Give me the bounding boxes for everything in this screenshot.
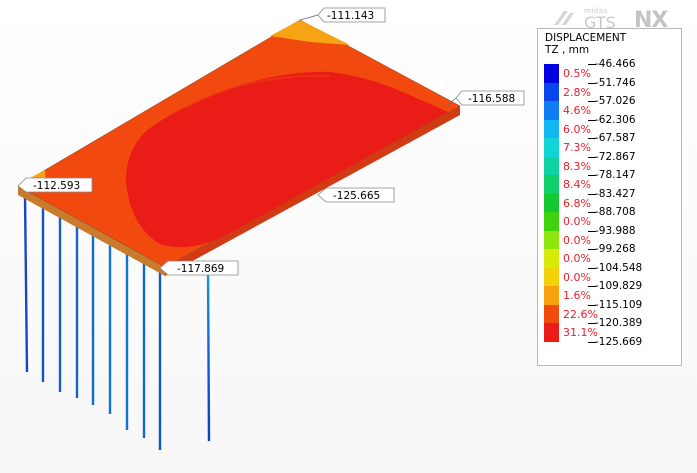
- legend-value: -93.988: [595, 224, 636, 237]
- callout-left: -112.593: [17, 177, 93, 193]
- legend-unit: TZ , mm: [545, 44, 590, 56]
- legend-percent: 8.3%: [563, 159, 591, 173]
- legend-percent: 2.8%: [563, 85, 591, 99]
- legend-percent: 8.4%: [563, 178, 591, 191]
- legend-swatch: [544, 101, 559, 120]
- pile-columns: [23, 138, 443, 450]
- callout-center-label: -125.665: [333, 190, 380, 202]
- legend-tick: [588, 138, 596, 139]
- midas-logo-icon: [554, 11, 574, 25]
- legend-tick: [588, 341, 596, 343]
- legend-percent: 0.0%: [563, 270, 591, 284]
- legend-value: -62.306: [595, 113, 636, 126]
- legend-tick: [588, 286, 596, 287]
- legend-swatch: [544, 267, 559, 286]
- watermark-product: GTS: [584, 13, 616, 32]
- legend-swatch: [544, 64, 559, 83]
- legend-tick: [588, 267, 596, 269]
- callout-bottom: -117.869: [159, 260, 239, 276]
- contour-legend: [537, 28, 682, 366]
- legend-swatch: [544, 138, 559, 157]
- legend-tick: [588, 119, 596, 121]
- callout-left-label: -112.593: [33, 180, 80, 192]
- legend-value: -88.708: [595, 206, 636, 218]
- legend-value: -109.829: [595, 280, 643, 292]
- legend-percent: 31.1%: [563, 326, 598, 339]
- foundation-slab: [17, 19, 461, 276]
- callout-center: -125.665: [317, 187, 395, 203]
- legend-percent: 0.0%: [563, 215, 591, 228]
- legend-tick: [588, 193, 596, 195]
- legend-swatch: [544, 193, 559, 212]
- legend-value: -78.147: [595, 169, 636, 181]
- callout-right-label: -116.588: [468, 93, 515, 105]
- legend-percent: 6.8%: [563, 196, 591, 210]
- legend-percent: 7.3%: [563, 141, 591, 154]
- legend-tick: [588, 64, 596, 65]
- legend-swatch: [544, 249, 559, 268]
- legend-percent: 0.0%: [563, 252, 591, 265]
- legend-value: -57.026: [595, 95, 636, 107]
- legend-swatch: [544, 212, 559, 231]
- legend-swatch: [544, 304, 559, 323]
- callout-top-label: -111.143: [327, 10, 374, 22]
- legend-tick: [588, 249, 596, 250]
- legend-value: -104.548: [595, 261, 643, 274]
- legend-value: -67.587: [595, 132, 636, 144]
- legend-swatch: [544, 230, 559, 249]
- legend-tick: [588, 101, 596, 102]
- watermark-small-text: midas: [584, 7, 608, 15]
- legend-value: -83.427: [595, 187, 636, 200]
- legend-tick: [588, 212, 596, 213]
- callout-top: -111.143: [299, 7, 386, 23]
- legend-percent: 1.6%: [563, 289, 591, 302]
- legend-value: -99.268: [595, 243, 636, 255]
- legend-tick: [588, 230, 596, 232]
- legend-value: -72.867: [595, 150, 636, 163]
- legend-swatch: [544, 119, 559, 138]
- legend-value: -46.466: [595, 58, 636, 70]
- legend-value: -120.389: [595, 317, 643, 329]
- legend-tick: [588, 175, 596, 176]
- legend-tick: [588, 304, 596, 306]
- legend-swatch: [544, 286, 559, 305]
- legend-tick: [588, 82, 596, 84]
- legend-value: -125.669: [595, 335, 643, 348]
- legend-percent: 6.0%: [563, 122, 591, 136]
- legend-percent: 22.6%: [563, 307, 598, 321]
- legend-title: DISPLACEMENT: [545, 32, 627, 44]
- gts-nx-watermark-logo: midas GTS NX: [546, 6, 680, 33]
- legend-value: -51.746: [595, 76, 636, 89]
- legend-tick: [588, 323, 596, 324]
- legend-swatch: [544, 175, 559, 194]
- legend-percent: 0.5%: [563, 67, 591, 80]
- legend-swatch: [544, 323, 559, 342]
- legend-percent: 4.6%: [563, 104, 591, 117]
- callout-right: -116.588: [446, 90, 525, 107]
- legend-value: -115.109: [595, 298, 643, 311]
- legend-tick: [588, 156, 596, 158]
- legend-swatch: [544, 156, 559, 175]
- legend-swatch: [544, 82, 559, 101]
- callout-bottom-label: -117.869: [177, 263, 224, 275]
- legend-percent: 0.0%: [563, 233, 591, 247]
